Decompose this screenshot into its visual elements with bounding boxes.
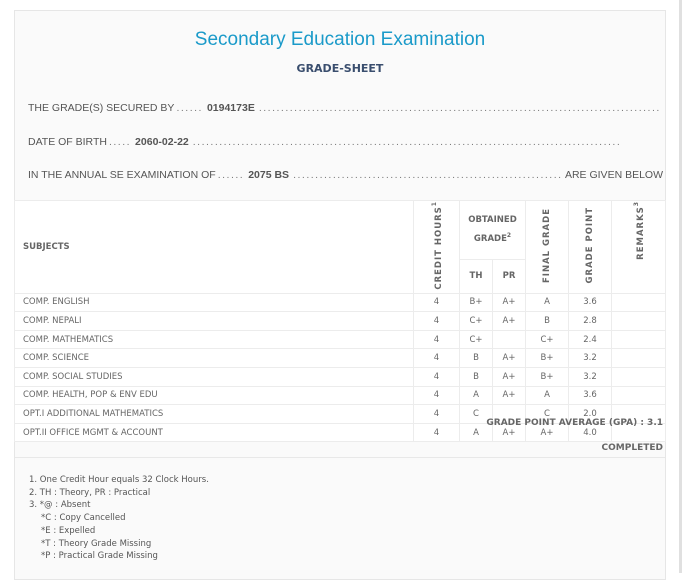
remarks-cell xyxy=(611,385,666,406)
header-final-grade: FINAL GRADE xyxy=(525,200,569,294)
practical-grade-cell: A+ xyxy=(492,348,526,369)
subject-cell: OPT.I ADDITIONAL MATHEMATICS xyxy=(14,404,414,424)
remarks-cell xyxy=(611,311,666,331)
table-row: OPT.II OFFICE MGMT & ACCOUNT 4 A A+ A+ 4.0 xyxy=(14,422,666,443)
credit-hours-cell: 4 xyxy=(413,348,460,369)
footnotes: 1. One Credit Hour equals 32 Clock Hours… xyxy=(29,474,209,563)
gpa: GRADE POINT AVERAGE (GPA) : 3.1 xyxy=(486,418,663,428)
credit-hours-cell: 4 xyxy=(413,311,460,331)
header-th: TH xyxy=(459,258,493,294)
table-row: COMP. HEALTH, POP & ENV EDU 4 A A+ A 3.6 xyxy=(14,385,666,406)
table-row: OPT.I ADDITIONAL MATHEMATICS 4 C C 2.0 xyxy=(14,404,666,424)
credit-hours-cell: 4 xyxy=(413,292,460,313)
exam-year: 2075 BS xyxy=(248,169,290,181)
dob-value: 2060-02-22 xyxy=(135,136,189,148)
secured-by-line: THE GRADE(S) SECURED BY ...... 0194173E … xyxy=(28,102,663,114)
practical-grade-cell: A+ xyxy=(492,385,526,406)
table-row: COMP. NEPALI 4 C+ A+ B 2.8 xyxy=(14,311,666,331)
final-grade-cell: C+ xyxy=(525,329,569,350)
scrollbar[interactable] xyxy=(679,0,682,573)
given-below: ARE GIVEN BELOW xyxy=(564,169,663,181)
dob-line: DATE OF BIRTH ..... 2060-02-22 .........… xyxy=(28,136,663,148)
header-subjects: SUBJECTS xyxy=(14,200,414,294)
footnote: *P : Practical Grade Missing xyxy=(41,551,158,562)
subject-cell: COMP. SOCIAL STUDIES xyxy=(14,367,414,387)
theory-grade-cell: C xyxy=(459,404,493,424)
grades-table: SUBJECTS CREDIT HOURS1 OBTAINED GRADE2 F… xyxy=(14,200,666,443)
header-obtained-grade: OBTAINED GRADE2 xyxy=(459,200,526,260)
remarks-cell xyxy=(611,404,666,424)
dot-leader: ........................................… xyxy=(192,136,622,148)
page-title: Secondary Education Examination xyxy=(194,29,486,50)
header-grade-point: GRADE POINT xyxy=(568,200,612,294)
practical-grade-cell xyxy=(492,329,526,350)
practical-grade-cell: A+ xyxy=(492,292,526,313)
remarks-cell xyxy=(611,422,666,443)
subject-cell: COMP. SCIENCE xyxy=(14,348,414,369)
final-grade-cell: A xyxy=(525,292,569,313)
practical-grade-cell: A+ xyxy=(492,311,526,331)
remarks-cell xyxy=(611,348,666,369)
table-row: COMP. MATHEMATICS 4 C+ C+ 2.4 xyxy=(14,329,666,350)
table-row: COMP. SOCIAL STUDIES 4 B A+ B+ 3.2 xyxy=(14,367,666,387)
exam-line: IN THE ANNUAL SE EXAMINATION OF ...... 2… xyxy=(28,169,663,181)
remarks-cell xyxy=(611,367,666,387)
footnote: 2. TH : Theory, PR : Practical xyxy=(29,487,151,498)
credit-hours-cell: 4 xyxy=(413,367,460,387)
dot-leader: ...... xyxy=(176,102,203,114)
final-grade-cell: B+ xyxy=(525,348,569,369)
dot-leader: ........................................… xyxy=(258,102,661,114)
credit-hours-cell: 4 xyxy=(413,329,460,350)
credit-hours-cell: 4 xyxy=(413,404,460,424)
credit-hours-cell: 4 xyxy=(413,385,460,406)
table-row: COMP. SCIENCE 4 B A+ B+ 3.2 xyxy=(14,348,666,369)
exam-label: IN THE ANNUAL SE EXAMINATION OF xyxy=(28,169,216,181)
dot-leader: ...... xyxy=(217,169,245,181)
grade-point-cell: 3.6 xyxy=(568,385,612,406)
subject-cell: COMP. HEALTH, POP & ENV EDU xyxy=(14,385,414,406)
table-row: COMP. ENGLISH 4 B+ A+ A 3.6 xyxy=(14,292,666,313)
header-remarks: REMARKS3 xyxy=(611,200,666,294)
dot-leader: ........................................… xyxy=(293,169,563,181)
grade-point-cell: 2.8 xyxy=(568,311,612,331)
secured-by-label: THE GRADE(S) SECURED BY xyxy=(28,102,175,114)
theory-grade-cell: B xyxy=(459,348,493,369)
theory-grade-cell: B xyxy=(459,367,493,387)
header-credit-hours: CREDIT HOURS1 xyxy=(413,200,460,294)
dob-label: DATE OF BIRTH xyxy=(28,136,107,148)
footnote: *T : Theory Grade Missing xyxy=(41,538,152,549)
final-grade-cell: B+ xyxy=(525,367,569,387)
grade-sheet-panel: Secondary Education Examination GRADE-SH… xyxy=(14,10,666,580)
grade-point-cell: 3.2 xyxy=(568,348,612,369)
practical-grade-cell: A+ xyxy=(492,367,526,387)
remarks-cell xyxy=(611,292,666,313)
page-subtitle: GRADE-SHEET xyxy=(296,62,384,75)
footnote: 1. One Credit Hour equals 32 Clock Hours… xyxy=(29,475,209,485)
theory-grade-cell: A xyxy=(459,422,493,443)
grade-point-cell: 2.4 xyxy=(568,329,612,350)
remarks-cell xyxy=(611,329,666,350)
grade-point-cell: 3.2 xyxy=(568,367,612,387)
theory-grade-cell: C+ xyxy=(459,311,493,331)
theory-grade-cell: C+ xyxy=(459,329,493,350)
credit-hours-cell: 4 xyxy=(413,422,460,443)
subject-cell: COMP. ENGLISH xyxy=(14,292,414,313)
grade-point-cell: 3.6 xyxy=(568,292,612,313)
symbol-number: 0194173E xyxy=(206,102,255,114)
dot-leader: ..... xyxy=(108,136,132,148)
subject-cell: OPT.II OFFICE MGMT & ACCOUNT xyxy=(14,422,414,443)
result-status: COMPLETED xyxy=(601,443,663,453)
footnote: *E : Expelled xyxy=(41,525,96,536)
divider xyxy=(15,457,665,458)
final-grade-cell: B xyxy=(525,311,569,331)
footnote: 3. *@ : Absent xyxy=(29,500,91,511)
theory-grade-cell: A xyxy=(459,385,493,406)
header-pr: PR xyxy=(492,258,526,294)
final-grade-cell: A xyxy=(525,385,569,406)
subject-cell: COMP. MATHEMATICS xyxy=(14,329,414,350)
subject-cell: COMP. NEPALI xyxy=(14,311,414,331)
footnote: *C : Copy Cancelled xyxy=(41,513,126,524)
theory-grade-cell: B+ xyxy=(459,292,493,313)
